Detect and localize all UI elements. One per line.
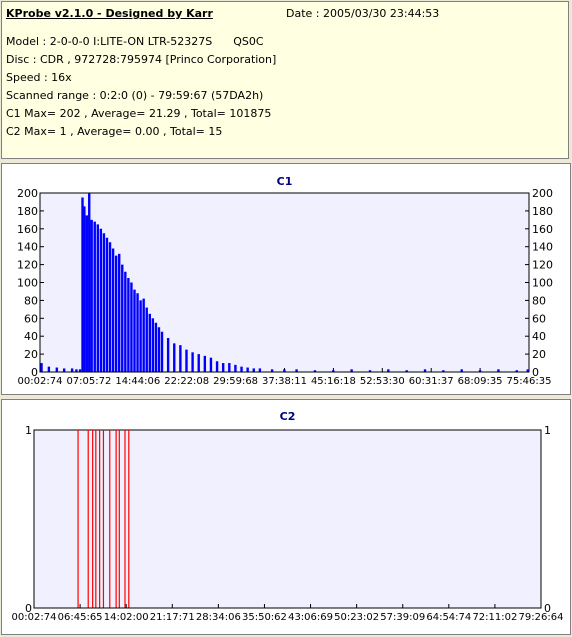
c2-ytick-label-right: 0 [544,602,551,615]
c1-xtick-label: 60:31:37 [409,376,454,387]
c1-ytick-label-left: 100 [17,277,38,290]
c1-xtick-label: 00:02:74 [18,376,63,387]
c1-ytick-label-right: 100 [532,277,553,290]
c2-xtick-label: 43:06:69 [288,612,333,623]
c1-ytick-label-right: 20 [532,348,546,361]
c2-xtick-label: 57:39:09 [380,612,425,623]
c1-ytick-label-left: 140 [17,241,38,254]
c2-xtick-label: 50:23:02 [334,612,379,623]
c1-xtick-label: 45:16:18 [311,376,356,387]
c2-xtick-label: 64:54:74 [426,612,471,623]
c2-ytick-label-left: 0 [25,602,32,615]
c1-xtick-label: 29:59:68 [213,376,258,387]
c1-ytick-label-left: 200 [17,187,38,200]
c2-ytick-label-right: 1 [544,424,551,437]
c2-title: C2 [280,410,296,423]
drive-model: Model : 2-0-0-0 I:LITE-ON LTR-52327S QS0… [6,35,264,48]
c2-xtick-label: 00:02:74 [12,612,57,623]
scan-date: Date : 2005/03/30 23:44:53 [286,7,440,20]
c1-ytick-label-right: 160 [532,223,553,236]
c2-xtick-label: 72:11:02 [472,612,517,623]
scanned-range: Scanned range : 0:2:0 (0) - 79:59:67 (57… [6,89,264,102]
c1-ytick-label-right: 180 [532,205,553,218]
c1-chart-panel: C1 0 0 20 20 40 40 60 60 80 80 100 100 120 120 140 140 16… [1,163,571,395]
c1-chart: C1 0 0 20 20 40 40 60 60 80 80 100 100 120 120 140 140 16… [17,175,553,387]
c1-xtick-label: 37:38:11 [262,376,307,387]
c1-xtick-label: 14:44:06 [115,376,160,387]
c1-ytick-label-right: 60 [532,312,546,325]
c2-xtick-label: 28:34:06 [196,612,241,623]
c2-chart: C2 0 0 1 1 00:02:74 06:45:65 14:02:00 21:17:71 28… [12,410,564,623]
c1-ytick-label-right: 140 [532,241,553,254]
c1-ytick-label-left: 160 [17,223,38,236]
c1-xtick-label: 07:05:72 [66,376,111,387]
c1-ytick-label-left: 40 [24,330,38,343]
c1-xtick-label: 68:09:35 [458,376,503,387]
c2-xtick-label: 79:26:64 [519,612,564,623]
c1-ytick-label-left: 0 [31,366,38,379]
c1-ytick-label-left: 180 [17,205,38,218]
c1-ytick-label-right: 40 [532,330,546,343]
c1-ytick-label-left: 20 [24,348,38,361]
app-title: KProbe v2.1.0 - Designed by Karr [6,7,213,20]
c2-ytick-label-left: 1 [25,424,32,437]
c2-xtick-label: 35:50:62 [242,612,287,623]
c2-xtick-label: 21:17:71 [150,612,195,623]
c1-ytick-label-right: 0 [532,366,539,379]
c1-summary: C1 Max= 202 , Average= 21.29 , Total= 10… [6,107,272,120]
c2-plot-area [33,429,542,609]
c1-ytick-label-right: 120 [532,259,553,272]
c1-ytick-label-right: 80 [532,294,546,307]
c1-xtick-label: 22:22:08 [164,376,209,387]
c2-xtick-label: 14:02:00 [104,612,149,623]
c1-ytick-label-left: 120 [17,259,38,272]
c1-ytick-label-left: 60 [24,312,38,325]
disc-info: Disc : CDR , 972728:795974 [Princo Corpo… [6,53,277,66]
info-panel: KProbe v2.1.0 - Designed by Karr Date : … [1,1,569,159]
c1-xtick-label: 52:53:30 [360,376,405,387]
c1-title: C1 [277,175,293,188]
c2-xtick-label: 06:45:65 [58,612,103,623]
c1-xtick-label: 75:46:35 [507,376,552,387]
c2-summary: C2 Max= 1 , Average= 0.00 , Total= 15 [6,125,223,138]
c1-ytick-label-right: 200 [532,187,553,200]
c1-ytick-label-left: 80 [24,294,38,307]
c2-chart-panel: C2 0 0 1 1 00:02:74 06:45:65 14:02:00 21:17:71 28… [1,399,571,635]
scan-speed: Speed : 16x [6,71,72,84]
